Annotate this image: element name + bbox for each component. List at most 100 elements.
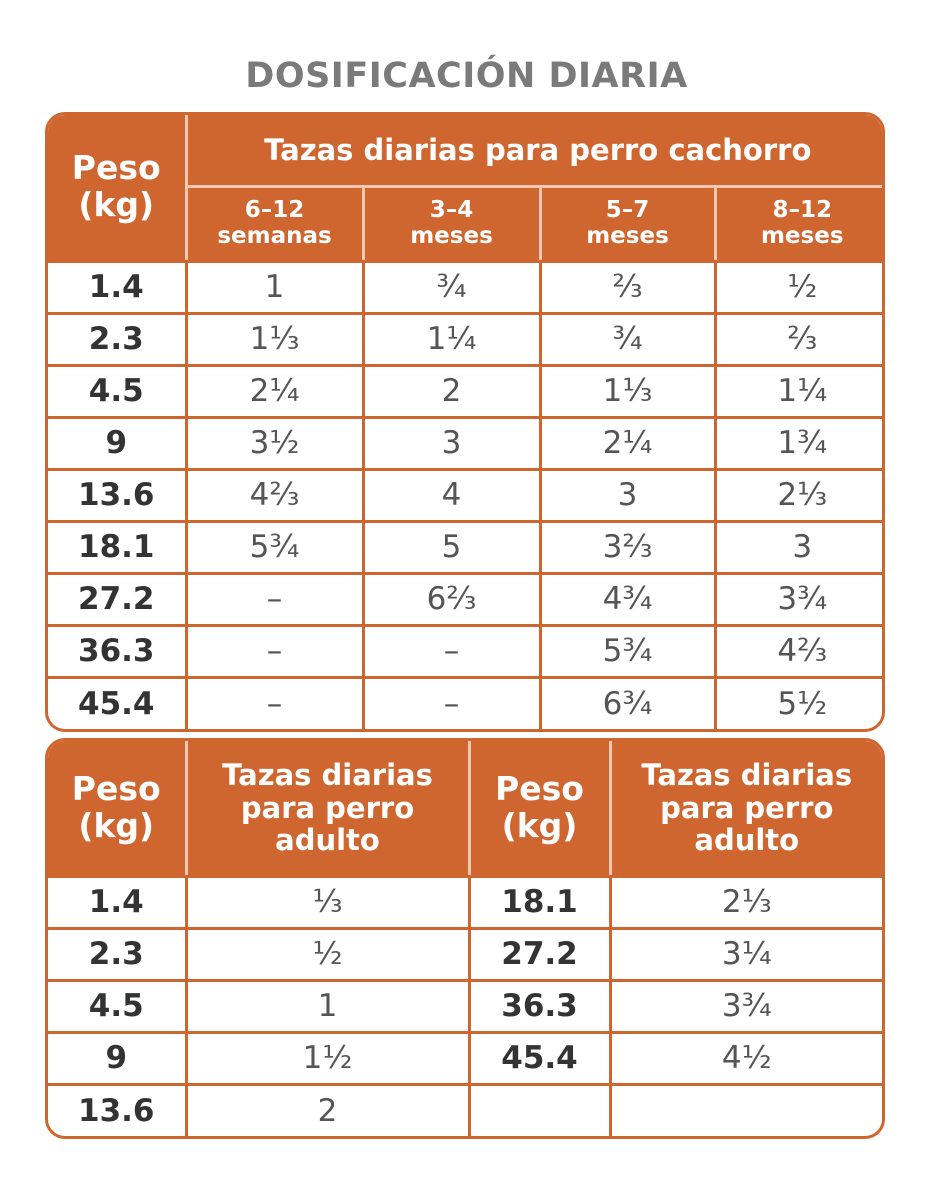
cups-cell: – — [184, 675, 365, 729]
weight-cell: 27.2 — [467, 926, 612, 982]
cups-cell: 3⅔ — [538, 519, 717, 575]
cups-cell: 1¼ — [361, 311, 542, 367]
cups-cell: 1⅓ — [184, 311, 365, 367]
weight-cell: 9 — [48, 1030, 188, 1086]
cups-cell: 4⅔ — [184, 467, 365, 523]
empty-cell — [608, 1082, 882, 1136]
cups-cell: 3½ — [184, 415, 365, 471]
weight-cell: 4.5 — [48, 978, 188, 1034]
age-header-cell: 6–12 semanas — [184, 184, 365, 263]
cups-cell: ½ — [184, 926, 471, 982]
cups-cell: 5½ — [713, 675, 882, 729]
row: 27.2–6⅔ 4¾ 3¾ — [48, 571, 882, 627]
cups-cell: 1½ — [184, 1030, 471, 1086]
cups-cell: 4¾ — [538, 571, 717, 627]
row: 2.3 ½ 27.2 3¼ — [48, 926, 882, 982]
puppy-table: Peso (kg) Tazas diarias para perro cachor… — [45, 112, 885, 732]
cups-cell: 5¾ — [184, 519, 365, 575]
age-header: 6–12 semanas — [217, 196, 332, 249]
cups-cell: 3¼ — [608, 926, 882, 982]
weight-header-cell: Peso (kg) — [467, 741, 612, 878]
weight-cell: 18.1 — [48, 519, 188, 575]
cups-cell: ¾ — [361, 259, 542, 315]
row: 1.4 1 ¾ ⅔ ½ — [48, 259, 882, 315]
cups-cell: ¾ — [538, 311, 717, 367]
cups-cell: 4 — [361, 467, 542, 523]
cups-cell: 5¾ — [538, 623, 717, 679]
cups-cell: ⅔ — [538, 259, 717, 315]
weight-cell: 45.4 — [467, 1030, 612, 1086]
weight-header: Peso (kg) — [71, 768, 161, 845]
weight-cell: 18.1 — [467, 874, 612, 930]
adult-table: Peso (kg) Tazas diarias para perro adulto… — [45, 738, 885, 1139]
weight-header: Peso (kg) — [495, 768, 584, 845]
cups-cell: 1 — [184, 259, 365, 315]
cups-header: Tazas diarias para perro adulto — [641, 758, 853, 857]
cups-cell: 3 — [538, 467, 717, 523]
weight-header-cell: Peso (kg) — [48, 741, 188, 878]
cups-cell: ½ — [713, 259, 882, 315]
row: 9 3½ 3 2¼ 1¾ — [48, 415, 882, 471]
row: 1.4 ⅓ 18.1 2⅓ — [48, 874, 882, 930]
weight-cell: 4.5 — [48, 363, 188, 419]
cups-cell: – — [184, 623, 365, 679]
age-header-cell: 5–7 meses — [538, 184, 717, 263]
cups-cell: 4⅔ — [713, 623, 882, 679]
cups-cell: 1¼ — [713, 363, 882, 419]
weight-cell: 1.4 — [48, 259, 188, 315]
weight-cell: 13.6 — [48, 467, 188, 523]
group-header-cell: Tazas diarias para perro cachorro — [184, 115, 882, 188]
cups-cell: 3 — [713, 519, 882, 575]
cups-cell: 1 — [184, 978, 471, 1034]
row: 13.6 2 — [48, 1082, 882, 1136]
cups-cell: 2¼ — [184, 363, 365, 419]
weight-cell: 2.3 — [48, 311, 188, 367]
age-header: 3–4 meses — [410, 196, 493, 249]
weight-cell: 45.4 — [48, 675, 188, 729]
header-row: 6–12 semanas 3–4 meses 5–7 meses 8–12 meses — [48, 184, 882, 263]
row: 18.1 5¾ 5 3⅔ 3 — [48, 519, 882, 575]
cups-cell: 6¾ — [538, 675, 717, 729]
cups-cell: 2 — [361, 363, 542, 419]
table: Peso (kg) Tazas diarias para perro cachor… — [48, 115, 882, 729]
cups-cell: ⅓ — [184, 874, 471, 930]
row: 4.5 1 36.3 3¾ — [48, 978, 882, 1034]
age-header: 5–7 meses — [586, 196, 669, 249]
age-header: 8–12 meses — [760, 196, 844, 249]
cups-cell: – — [361, 623, 542, 679]
weight-cell: 9 — [48, 415, 188, 471]
cups-cell: – — [361, 675, 542, 729]
cups-header-cell: Tazas diarias para perro adulto — [608, 741, 882, 878]
cups-cell: 3 — [361, 415, 542, 471]
age-header-cell: 3–4 meses — [361, 184, 542, 263]
weight-header: Peso (kg) — [71, 148, 161, 225]
row: 45.4– –6¾ 5½ — [48, 675, 882, 729]
cups-cell: 3¾ — [608, 978, 882, 1034]
weight-cell: 2.3 — [48, 926, 188, 982]
cups-header: Tazas diarias para perro adulto — [222, 758, 433, 857]
weight-cell: 13.6 — [48, 1082, 188, 1136]
weight-cell: 36.3 — [467, 978, 612, 1034]
row: 2.3 1⅓ 1¼ ¾ ⅔ — [48, 311, 882, 367]
group-header: Tazas diarias para perro cachorro — [264, 132, 812, 167]
empty-cell — [467, 1082, 612, 1136]
cups-cell: 3¾ — [713, 571, 882, 627]
age-header-cell: 8–12 meses — [713, 184, 882, 263]
table: Peso (kg) Tazas diarias para perro adulto… — [48, 741, 882, 1136]
cups-cell: 1⅓ — [538, 363, 717, 419]
weight-header-cell: Peso (kg) — [48, 115, 188, 263]
row: 13.6 4⅔ 4 3 2⅓ — [48, 467, 882, 523]
cups-cell: 6⅔ — [361, 571, 542, 627]
cups-cell: 2 — [184, 1082, 471, 1136]
cups-cell: 2⅓ — [713, 467, 882, 523]
row: 36.3– –5¾ 4⅔ — [48, 623, 882, 679]
weight-cell: 36.3 — [48, 623, 188, 679]
row: 4.5 2¼ 2 1⅓ 1¼ — [48, 363, 882, 419]
row: 9 1½ 45.4 4½ — [48, 1030, 882, 1086]
cups-cell: – — [184, 571, 365, 627]
weight-cell: 1.4 — [48, 874, 188, 930]
weight-cell: 27.2 — [48, 571, 188, 627]
cups-cell: ⅔ — [713, 311, 882, 367]
cups-cell: 2⅓ — [608, 874, 882, 930]
